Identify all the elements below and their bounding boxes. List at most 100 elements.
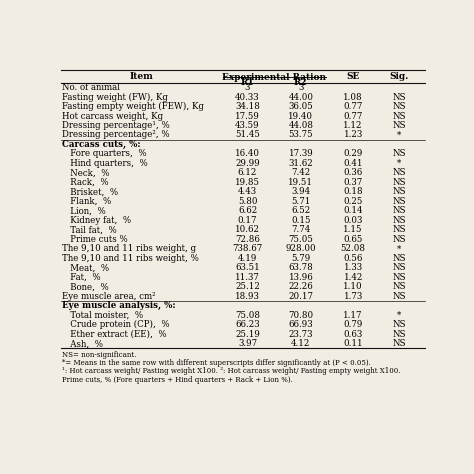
Text: Ash,  %: Ash, %	[62, 339, 103, 348]
Text: NS: NS	[392, 254, 406, 263]
Text: 43.59: 43.59	[235, 121, 260, 130]
Text: Neck,  %: Neck, %	[62, 168, 109, 177]
Text: 63.78: 63.78	[288, 264, 313, 273]
Text: Item: Item	[129, 72, 153, 81]
Text: 17.39: 17.39	[288, 149, 313, 158]
Text: 0.65: 0.65	[344, 235, 363, 244]
Text: 6.52: 6.52	[291, 206, 310, 215]
Text: NS: NS	[392, 264, 406, 273]
Text: Dressing percentage¹, %: Dressing percentage¹, %	[62, 121, 170, 130]
Text: 1.10: 1.10	[343, 283, 363, 292]
Text: 4.19: 4.19	[238, 254, 257, 263]
Text: NS: NS	[392, 121, 406, 130]
Text: 19.51: 19.51	[288, 178, 313, 187]
Text: 3.94: 3.94	[291, 187, 310, 196]
Text: Fasting weight (FW), Kg: Fasting weight (FW), Kg	[62, 92, 168, 101]
Text: 66.23: 66.23	[235, 320, 260, 329]
Text: 11.37: 11.37	[235, 273, 260, 282]
Text: Rack,  %: Rack, %	[62, 178, 109, 187]
Text: NS: NS	[392, 111, 406, 120]
Text: Meat,  %: Meat, %	[62, 264, 109, 273]
Text: 4.43: 4.43	[238, 187, 257, 196]
Text: 1.17: 1.17	[343, 311, 363, 320]
Text: NS: NS	[392, 283, 406, 292]
Text: Fore quarters,  %: Fore quarters, %	[62, 149, 147, 158]
Text: Flank,  %: Flank, %	[62, 197, 111, 206]
Text: 1.15: 1.15	[343, 225, 363, 234]
Text: 66.93: 66.93	[289, 320, 313, 329]
Text: NS= non-significant.: NS= non-significant.	[62, 351, 137, 359]
Text: 16.40: 16.40	[235, 149, 260, 158]
Text: 18.93: 18.93	[235, 292, 260, 301]
Text: NS: NS	[392, 187, 406, 196]
Text: NS: NS	[392, 92, 406, 101]
Text: 3.97: 3.97	[238, 339, 257, 348]
Text: 17.59: 17.59	[235, 111, 260, 120]
Text: 1.33: 1.33	[344, 264, 363, 273]
Text: 1.42: 1.42	[344, 273, 363, 282]
Text: 0.29: 0.29	[344, 149, 363, 158]
Text: Total moister,  %: Total moister, %	[62, 311, 143, 320]
Text: NS: NS	[392, 149, 406, 158]
Text: 6.12: 6.12	[238, 168, 257, 177]
Text: 75.08: 75.08	[235, 311, 260, 320]
Text: 75.05: 75.05	[288, 235, 313, 244]
Text: Tail fat,  %: Tail fat, %	[62, 225, 117, 234]
Text: 0.25: 0.25	[344, 197, 363, 206]
Text: 19.85: 19.85	[235, 178, 260, 187]
Text: NS: NS	[392, 330, 406, 339]
Text: NS: NS	[392, 216, 406, 225]
Text: The 9,10 and 11 ribs weight, g: The 9,10 and 11 ribs weight, g	[62, 245, 196, 254]
Text: 23.73: 23.73	[289, 330, 313, 339]
Text: NS: NS	[392, 292, 406, 301]
Text: NS: NS	[392, 235, 406, 244]
Text: 928.00: 928.00	[285, 245, 316, 254]
Text: 29.99: 29.99	[235, 159, 260, 168]
Text: Carcass cuts, %:: Carcass cuts, %:	[62, 140, 141, 149]
Text: 0.11: 0.11	[343, 339, 363, 348]
Text: 19.40: 19.40	[288, 111, 313, 120]
Text: 1.73: 1.73	[344, 292, 363, 301]
Text: 6.62: 6.62	[238, 206, 257, 215]
Text: Fat,  %: Fat, %	[62, 273, 101, 282]
Text: 0.14: 0.14	[343, 206, 363, 215]
Text: R2: R2	[294, 78, 308, 87]
Text: 0.77: 0.77	[344, 102, 363, 111]
Text: 1.12: 1.12	[343, 121, 363, 130]
Text: 13.96: 13.96	[288, 273, 313, 282]
Text: SE: SE	[346, 72, 360, 81]
Text: 0.56: 0.56	[344, 254, 363, 263]
Text: 0.15: 0.15	[291, 216, 310, 225]
Text: NS: NS	[392, 273, 406, 282]
Text: The 9,10 and 11 ribs weight, %: The 9,10 and 11 ribs weight, %	[62, 254, 199, 263]
Text: *= Means in the same row with different superscripts differ significantly at (P : *= Means in the same row with different …	[62, 359, 371, 367]
Text: *: *	[397, 130, 401, 139]
Text: Sig.: Sig.	[389, 72, 409, 81]
Text: 51.45: 51.45	[235, 130, 260, 139]
Text: Experimental Ration: Experimental Ration	[222, 73, 326, 82]
Text: 44.00: 44.00	[288, 92, 313, 101]
Text: 0.03: 0.03	[344, 216, 363, 225]
Text: *: *	[397, 311, 401, 320]
Text: 44.08: 44.08	[288, 121, 313, 130]
Text: Hind quarters,  %: Hind quarters, %	[62, 159, 148, 168]
Text: *: *	[397, 245, 401, 254]
Text: Brisket,  %: Brisket, %	[62, 187, 118, 196]
Text: 25.19: 25.19	[235, 330, 260, 339]
Text: NS: NS	[392, 168, 406, 177]
Text: 25.12: 25.12	[235, 283, 260, 292]
Text: 3: 3	[298, 83, 303, 92]
Text: 53.75: 53.75	[289, 130, 313, 139]
Text: Ether extract (EE),  %: Ether extract (EE), %	[62, 330, 167, 339]
Text: 0.77: 0.77	[344, 111, 363, 120]
Text: 0.41: 0.41	[343, 159, 363, 168]
Text: 31.62: 31.62	[288, 159, 313, 168]
Text: R1: R1	[241, 78, 255, 87]
Text: 10.62: 10.62	[235, 225, 260, 234]
Text: 0.17: 0.17	[238, 216, 257, 225]
Text: NS: NS	[392, 178, 406, 187]
Text: 72.86: 72.86	[235, 235, 260, 244]
Text: 4.12: 4.12	[291, 339, 310, 348]
Text: 5.80: 5.80	[238, 197, 257, 206]
Text: 34.18: 34.18	[235, 102, 260, 111]
